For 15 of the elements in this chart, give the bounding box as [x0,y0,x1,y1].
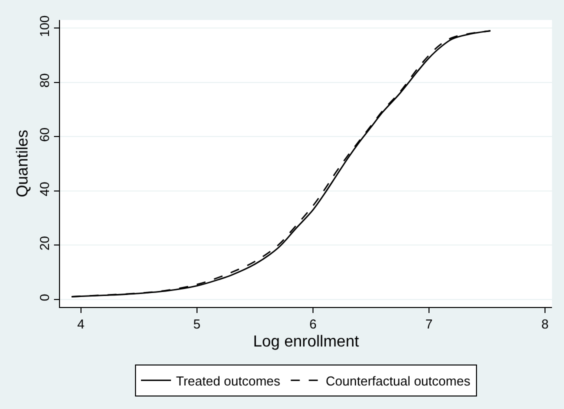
x-tick-label: 6 [309,316,317,332]
legend-label: Treated outcomes [176,373,281,388]
x-tick-label: 7 [425,316,433,332]
x-tick-label: 4 [77,316,85,332]
x-axis-title: Log enrollment [253,333,360,350]
x-tick-label: 5 [193,316,201,332]
y-tick-label: 100 [36,15,52,38]
y-tick-label: 20 [36,236,52,250]
y-tick-label: 0 [36,294,52,302]
y-axis-title: Quantiles [14,130,32,198]
y-tick-label: 80 [36,73,52,88]
x-tick-label: 8 [541,316,549,332]
y-tick-label: 40 [36,182,52,196]
legend-label: Counterfactual outcomes [326,373,471,388]
y-tick-label: 60 [36,127,52,142]
